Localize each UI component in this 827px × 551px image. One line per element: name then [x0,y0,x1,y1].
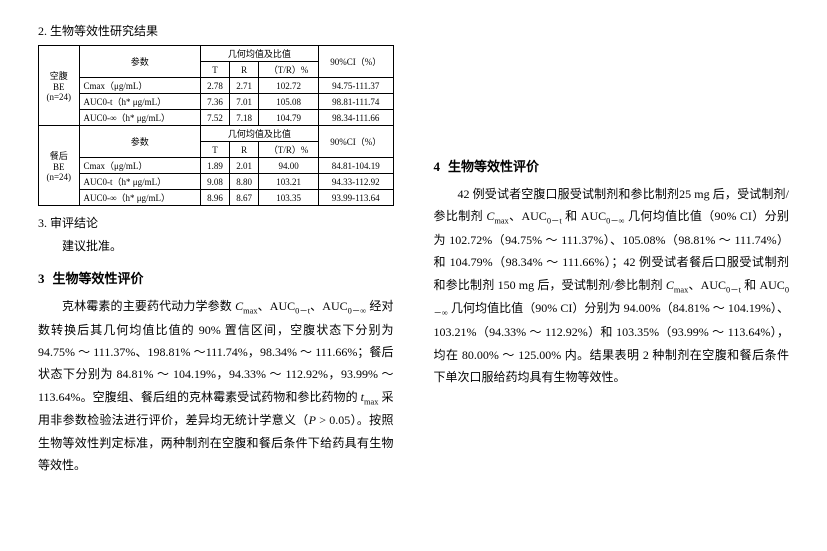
eval-heading-left: 3生物等效性评价 [38,268,394,287]
table-row: AUC0-t（h* μg/mL） 9.08 8.80 103.21 94.33-… [39,174,394,190]
param-header: 参数 [79,126,200,158]
condition-fed: 餐后 BE (n=24) [39,126,80,206]
r-header: R [230,142,259,158]
t-header: T [200,142,229,158]
t-header: T [200,62,229,78]
results-heading: 2. 生物等效性研究结果 [38,22,394,39]
left-column: 2. 生物等效性研究结果 空腹 BE (n=24) 参数 几何均值及比值 90%… [28,22,414,541]
conclusion-text: 建议批准。 [38,237,394,254]
table-row: Cmax（μg/mL） 2.78 2.71 102.72 94.75-111.3… [39,78,394,94]
eval-paragraph-right: 42 例受试者空腹口服受试制剂和参比制剂25 mg 后，受试制剂/参比制剂 Cm… [434,183,790,388]
geomean-header: 几何均值及比值 [200,126,318,142]
tr-header: （T/R）% [259,142,319,158]
ci-header: 90%CI（%） [318,126,393,158]
geomean-header: 几何均值及比值 [200,46,318,62]
table-row: Cmax（μg/mL） 1.89 2.01 94.00 84.81-104.19 [39,158,394,174]
r-header: R [230,62,259,78]
right-column: 4生物等效性评价 42 例受试者空腹口服受试制剂和参比制剂25 mg 后，受试制… [414,22,800,541]
eval-paragraph-left: 克林霉素的主要药代动力学参数 Cmax、AUC0－t、AUC0－∞ 经对数转换后… [38,295,394,476]
param-header: 参数 [79,46,200,78]
table-row: AUC0-t（h* μg/mL） 7.36 7.01 105.08 98.81-… [39,94,394,110]
tr-header: （T/R）% [259,62,319,78]
conclusion-heading: 3. 审评结论 [38,214,394,231]
eval-heading-right: 4生物等效性评价 [434,156,790,175]
ci-header: 90%CI（%） [318,46,393,78]
condition-fasting: 空腹 BE (n=24) [39,46,80,126]
table-row: AUC0-∞（h* μg/mL） 8.96 8.67 103.35 93.99-… [39,190,394,206]
bioequivalence-table: 空腹 BE (n=24) 参数 几何均值及比值 90%CI（%） T R （T/… [38,45,394,206]
table-row: AUC0-∞（h* μg/mL） 7.52 7.18 104.79 98.34-… [39,110,394,126]
